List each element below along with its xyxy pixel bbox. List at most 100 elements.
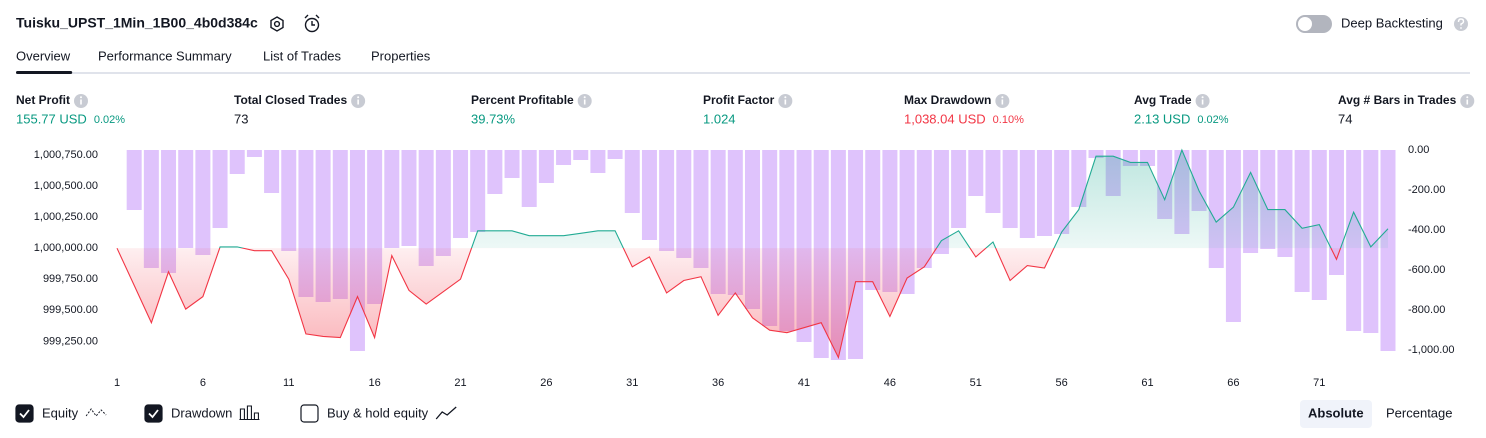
x-tick-label: 31 [626, 377, 638, 389]
drawdown-bar [178, 150, 194, 248]
drawdown-bar [195, 150, 211, 255]
y2-tick-label: -600.00 [1408, 264, 1445, 276]
drawdown-bar [521, 150, 537, 207]
tab[interactable]: Properties [371, 48, 431, 63]
drawdown-bar [641, 150, 657, 240]
drawdown-bar [212, 150, 228, 228]
drawdown-bar [1002, 150, 1018, 228]
drawdown-bar [556, 150, 572, 165]
drawdown-bar [1036, 150, 1052, 236]
drawdown-bar [281, 150, 297, 251]
info-icon[interactable] [74, 94, 88, 108]
checkbox[interactable] [144, 404, 163, 423]
tab[interactable]: List of Trades [263, 48, 342, 63]
info-dot [1466, 96, 1469, 99]
drawdown-bar [951, 150, 967, 228]
drawdown-bar [504, 150, 520, 178]
tab[interactable]: Overview [16, 48, 71, 63]
x-tick-label: 11 [283, 377, 294, 389]
metric-label: Total Closed Trades [234, 93, 347, 107]
drawdown-bar [384, 150, 400, 248]
metric-label: Net Profit [16, 93, 70, 107]
drawdown-bar [624, 150, 640, 213]
mode-button-bg[interactable] [1300, 400, 1372, 428]
drawdown-bar [143, 150, 159, 268]
legend-label[interactable]: Buy & hold equity [327, 405, 429, 420]
legend-icon [239, 405, 260, 421]
y-tick-label: 999,500.00 [43, 304, 98, 316]
y-tick-label: 999,750.00 [43, 273, 98, 285]
strategy-title: Tuisku_UPST_1Min_1B00_4b0d384c [16, 15, 258, 31]
legend-icon [435, 406, 457, 420]
deep-backtesting-label: Deep Backtesting [1341, 15, 1443, 30]
x-tick-label: 51 [970, 377, 982, 389]
drawdown-bar [264, 150, 280, 193]
metric-percent: 0.02% [1197, 114, 1228, 126]
metric-label: Profit Factor [703, 93, 775, 107]
tab-divider [16, 72, 1470, 74]
drawdown-bar [453, 150, 469, 238]
x-tick-label: 36 [712, 377, 724, 389]
drawdown-bar [1294, 150, 1310, 292]
x-tick-label: 6 [200, 377, 206, 389]
checkbox[interactable] [15, 404, 34, 423]
info-icon[interactable] [1195, 94, 1210, 108]
drawdown-bar [968, 150, 984, 196]
mode-button[interactable]: Percentage [1386, 405, 1453, 420]
metric-percent: 0.02% [94, 114, 125, 126]
drawdown-bar [1088, 150, 1104, 158]
info-dot [784, 96, 787, 99]
info-dot [583, 96, 586, 99]
info-glyph [80, 99, 82, 105]
drawdown-bar [1380, 150, 1396, 351]
y-tick-label: 999,250.00 [43, 335, 98, 347]
legend-label[interactable]: Equity [42, 405, 79, 420]
info-icon[interactable] [1460, 94, 1475, 108]
legend-icon [85, 408, 107, 417]
info-icon[interactable] [995, 94, 1010, 108]
y-tick-label: 1,000,500.00 [34, 180, 98, 192]
x-tick-label: 41 [798, 377, 810, 389]
metric-value: 39.73% [471, 111, 516, 126]
info-glyph [1201, 99, 1204, 105]
mode-button[interactable]: Absolute [1308, 405, 1364, 420]
deep-backtesting-toggle[interactable] [1296, 15, 1332, 33]
info-dot [1201, 96, 1204, 99]
tab[interactable]: Performance Summary [98, 48, 232, 63]
y-tick-label: 1,000,000.00 [34, 242, 98, 254]
drawdown-bar [401, 150, 417, 246]
x-tick-label: 66 [1227, 377, 1239, 389]
drawdown-bar [573, 150, 589, 160]
info-dot [1001, 96, 1004, 99]
drawdown-bar [246, 150, 262, 157]
metric-value: 1.024 [703, 111, 736, 126]
drawdown-bar [590, 150, 606, 173]
drawdown-bar [435, 150, 451, 256]
info-icon[interactable] [577, 94, 592, 108]
checkbox[interactable] [300, 404, 319, 423]
legend-label[interactable]: Drawdown [171, 405, 232, 420]
y2-tick-label: -1,000.00 [1408, 344, 1454, 356]
alert-icon[interactable] [304, 14, 320, 33]
settings-icon[interactable] [270, 16, 284, 32]
info-icon[interactable] [778, 94, 793, 108]
x-tick-label: 61 [1141, 377, 1153, 389]
drawdown-bar [1328, 150, 1344, 275]
drawdown-bar [126, 150, 142, 210]
info-glyph [1001, 99, 1004, 105]
y-tick-label: 1,000,250.00 [34, 211, 98, 223]
metric-value: 73 [234, 111, 248, 126]
drawdown-bar [1054, 150, 1070, 234]
drawdown-bar [693, 150, 709, 268]
drawdown-bar [161, 150, 177, 273]
drawdown-bar [659, 150, 675, 251]
info-dot [80, 96, 82, 99]
drawdown-bar [676, 150, 692, 258]
info-icon[interactable] [351, 94, 366, 108]
metric-label: Max Drawdown [904, 93, 991, 107]
help-icon[interactable] [1454, 17, 1468, 31]
x-tick-label: 21 [454, 377, 466, 389]
tab-underline [16, 71, 73, 74]
equity-line [116, 148, 1389, 360]
drawdown-bar [1363, 150, 1379, 333]
